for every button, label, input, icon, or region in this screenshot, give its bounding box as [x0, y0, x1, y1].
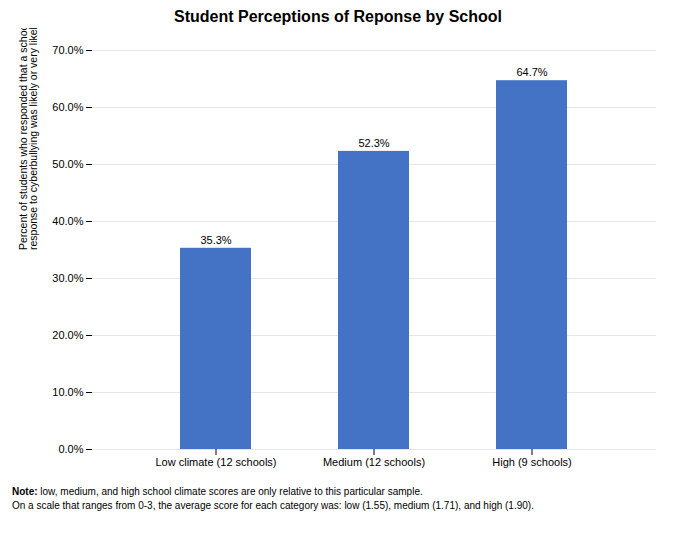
svg-text:30.0%: 30.0%	[52, 272, 83, 284]
svg-text:50.0%: 50.0%	[52, 158, 83, 170]
svg-text:20.0%: 20.0%	[52, 329, 83, 341]
svg-text:0.0%: 0.0%	[58, 443, 83, 455]
svg-text:10.0%: 10.0%	[52, 386, 83, 398]
svg-text:40.0%: 40.0%	[52, 215, 83, 227]
html-text:On a scale that ranges from 0-: On a scale that ranges from 0-3, the ave…	[12, 499, 534, 511]
html-text:Note: low, medium, and high sc: Note: low, medium, and high school clima…	[12, 486, 423, 497]
svg-text:60.0%: 60.0%	[52, 101, 83, 113]
svg-text:High (9 schools): High (9 schools)	[492, 456, 571, 468]
svg-text:Low climate (12 schools): Low climate (12 schools)	[155, 456, 276, 468]
svg-text:70.0%: 70.0%	[52, 44, 83, 56]
html-text:Student Perceptions of Reponse: Student Perceptions of Reponse by School	[174, 8, 502, 25]
svg-text:Medium (12 schools): Medium (12 schools)	[323, 456, 425, 468]
svg-text:Percent of students who respon: Percent of students who responded that a…	[17, 28, 40, 250]
svg-text:52.3%: 52.3%	[358, 137, 389, 149]
svg-text:64.7%: 64.7%	[516, 66, 547, 78]
svg-text:35.3%: 35.3%	[200, 234, 231, 246]
